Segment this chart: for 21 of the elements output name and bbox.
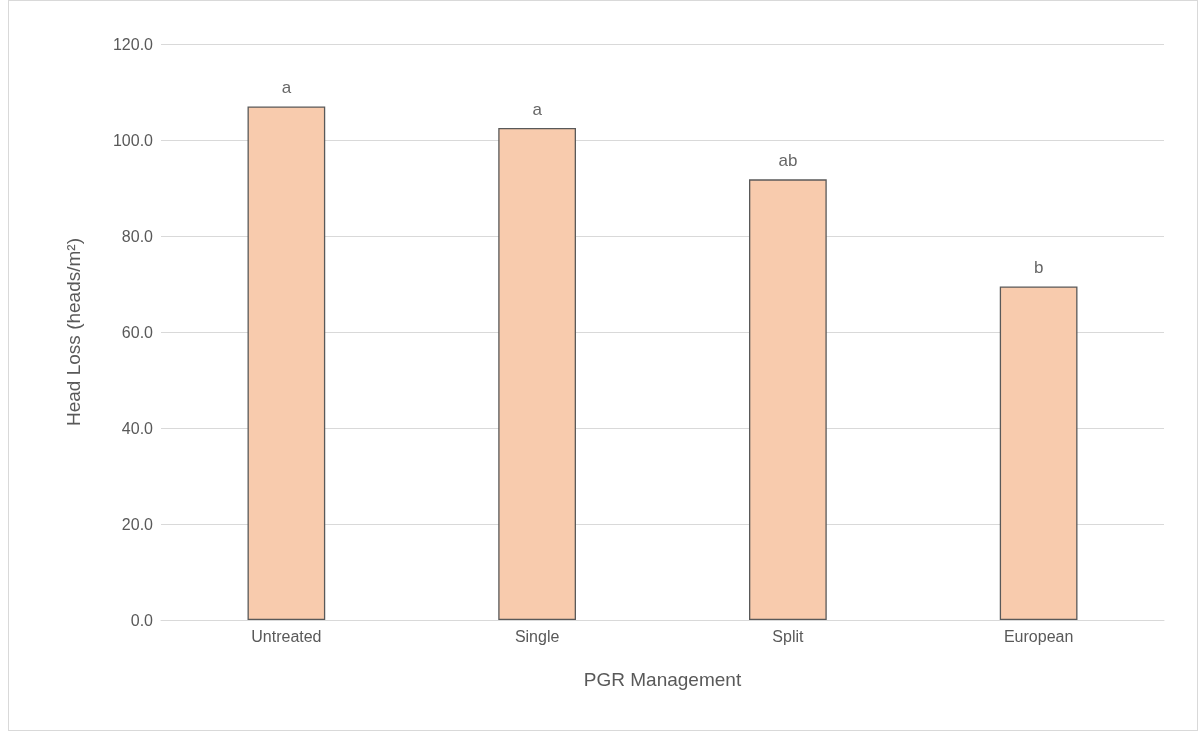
- y-axis-title: Head Loss (heads/m²): [63, 238, 84, 426]
- x-tick-label: Split: [772, 627, 804, 645]
- bar: [247, 106, 326, 620]
- bar: [999, 286, 1078, 620]
- x-axis-title: PGR Management: [583, 669, 742, 690]
- y-tick-label: 0.0: [130, 611, 154, 629]
- annotation: ab: [778, 151, 798, 171]
- bar: [498, 128, 576, 620]
- x-tick-label: Untreated: [251, 627, 322, 645]
- annotation: b: [1033, 258, 1044, 278]
- y-tick-label: 120.0: [112, 35, 154, 53]
- annotation: a: [281, 78, 292, 98]
- y-tick-label: 80.0: [121, 227, 154, 245]
- y-tick-label: 40.0: [121, 419, 154, 437]
- annotation: a: [532, 100, 543, 119]
- y-tick-label: 100.0: [112, 131, 154, 149]
- x-tick-label: European: [1003, 627, 1074, 645]
- x-tick-label: Single: [514, 627, 560, 645]
- bar: [749, 179, 827, 620]
- y-tick-label: 60.0: [121, 323, 154, 341]
- y-tick-label: 20.0: [121, 515, 154, 533]
